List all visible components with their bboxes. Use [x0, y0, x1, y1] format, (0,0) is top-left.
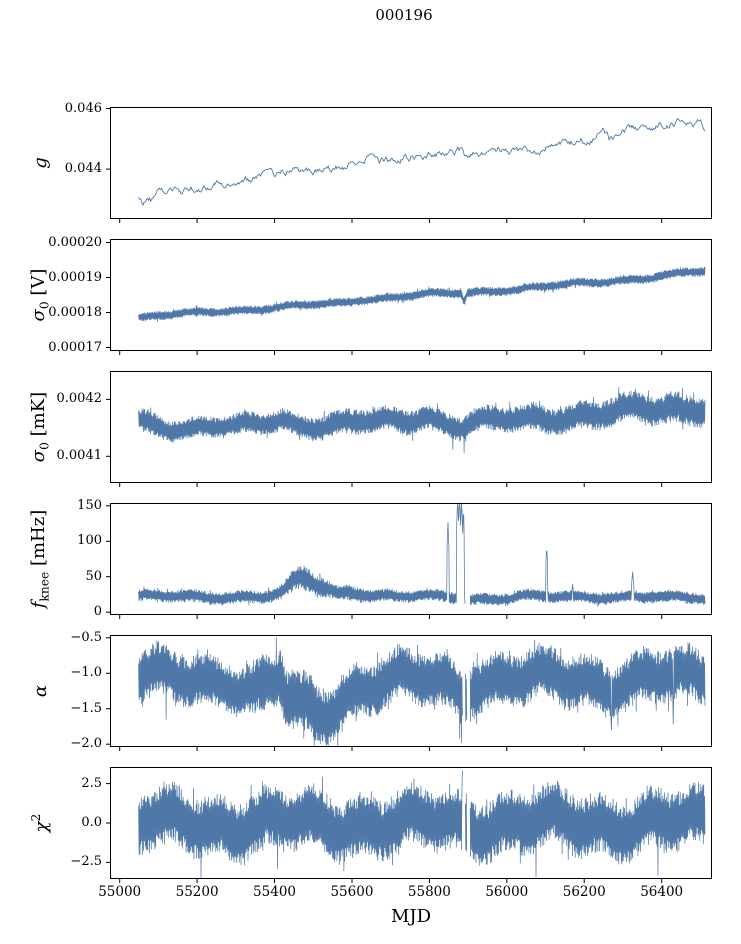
y-tick-label: 0.00020: [48, 234, 102, 250]
x-tick-label: 55200: [175, 884, 219, 900]
y-tick-label: 50: [85, 568, 102, 584]
axes-frame: [110, 635, 712, 747]
y-axis-label-chi2: χ2: [28, 813, 52, 833]
x-tick-label: 55400: [253, 884, 296, 900]
series-sigma0_mK: [138, 387, 706, 454]
panel-g: [106, 107, 712, 223]
plot-g: [106, 107, 712, 223]
axes-frame: [110, 503, 712, 615]
series-sigma0_V: [138, 266, 706, 322]
x-tick-label: 56000: [485, 884, 529, 900]
axes-frame: [110, 239, 712, 351]
plot-fknee: [106, 502, 712, 619]
y-tick-label: 0.0041: [56, 448, 103, 464]
y-tick-label: 0.00018: [48, 304, 102, 320]
y-axis-label-sigma0_mK: σ0 [mK]: [28, 391, 52, 463]
plot-chi2: [106, 767, 712, 883]
panel-alpha: [106, 635, 712, 751]
plot-alpha: [106, 635, 712, 751]
y-axis-label-fknee: fknee [mHz]: [28, 509, 52, 609]
axes-frame: [110, 767, 712, 879]
y-tick-label: 0.00019: [48, 269, 102, 285]
y-tick-label: 0: [93, 604, 102, 620]
series-g: [138, 118, 706, 206]
y-tick-label: −1.5: [70, 700, 102, 716]
x-tick-label: 56200: [562, 884, 606, 900]
y-tick-label: 0.044: [64, 161, 102, 177]
x-tick-label: 55800: [407, 884, 451, 900]
y-tick-label: 0.0: [81, 815, 102, 830]
y-tick-label: −1.0: [70, 665, 102, 681]
plot-sigma0_mK: [106, 371, 712, 487]
axes-frame: [110, 107, 712, 219]
axes-frame: [110, 371, 712, 483]
x-tick-label: 55600: [330, 884, 374, 900]
panel-sigma0_V: [106, 239, 712, 355]
y-tick-label: 100: [77, 533, 102, 549]
y-tick-label: 0.046: [64, 100, 102, 116]
y-axis-label-g: g: [29, 157, 51, 169]
y-tick-label: 0.0042: [56, 391, 103, 407]
series-alpha: [138, 637, 706, 748]
panel-sigma0_mK: [106, 371, 712, 487]
y-tick-label: 150: [77, 497, 102, 513]
figure-title: 000196: [375, 6, 433, 24]
x-tick-label: 55000: [98, 884, 142, 900]
plot-sigma0_V: [106, 239, 712, 355]
series-fknee: [138, 502, 706, 607]
y-tick-label: 2.5: [81, 775, 102, 791]
y-tick-label: 0.00017: [48, 339, 102, 355]
y-axis-label-alpha: α: [29, 684, 51, 698]
series-chi2: [138, 770, 706, 879]
panel-chi2: [106, 767, 712, 883]
y-tick-label: −0.5: [70, 629, 102, 645]
x-axis-label: MJD: [390, 906, 432, 927]
y-tick-label: −2.5: [70, 854, 102, 870]
y-axis-label-sigma0_V: σ0 [V]: [28, 268, 52, 322]
x-tick-label: 56400: [640, 884, 684, 900]
panel-fknee: [106, 502, 712, 619]
y-tick-label: −2.0: [70, 736, 102, 752]
